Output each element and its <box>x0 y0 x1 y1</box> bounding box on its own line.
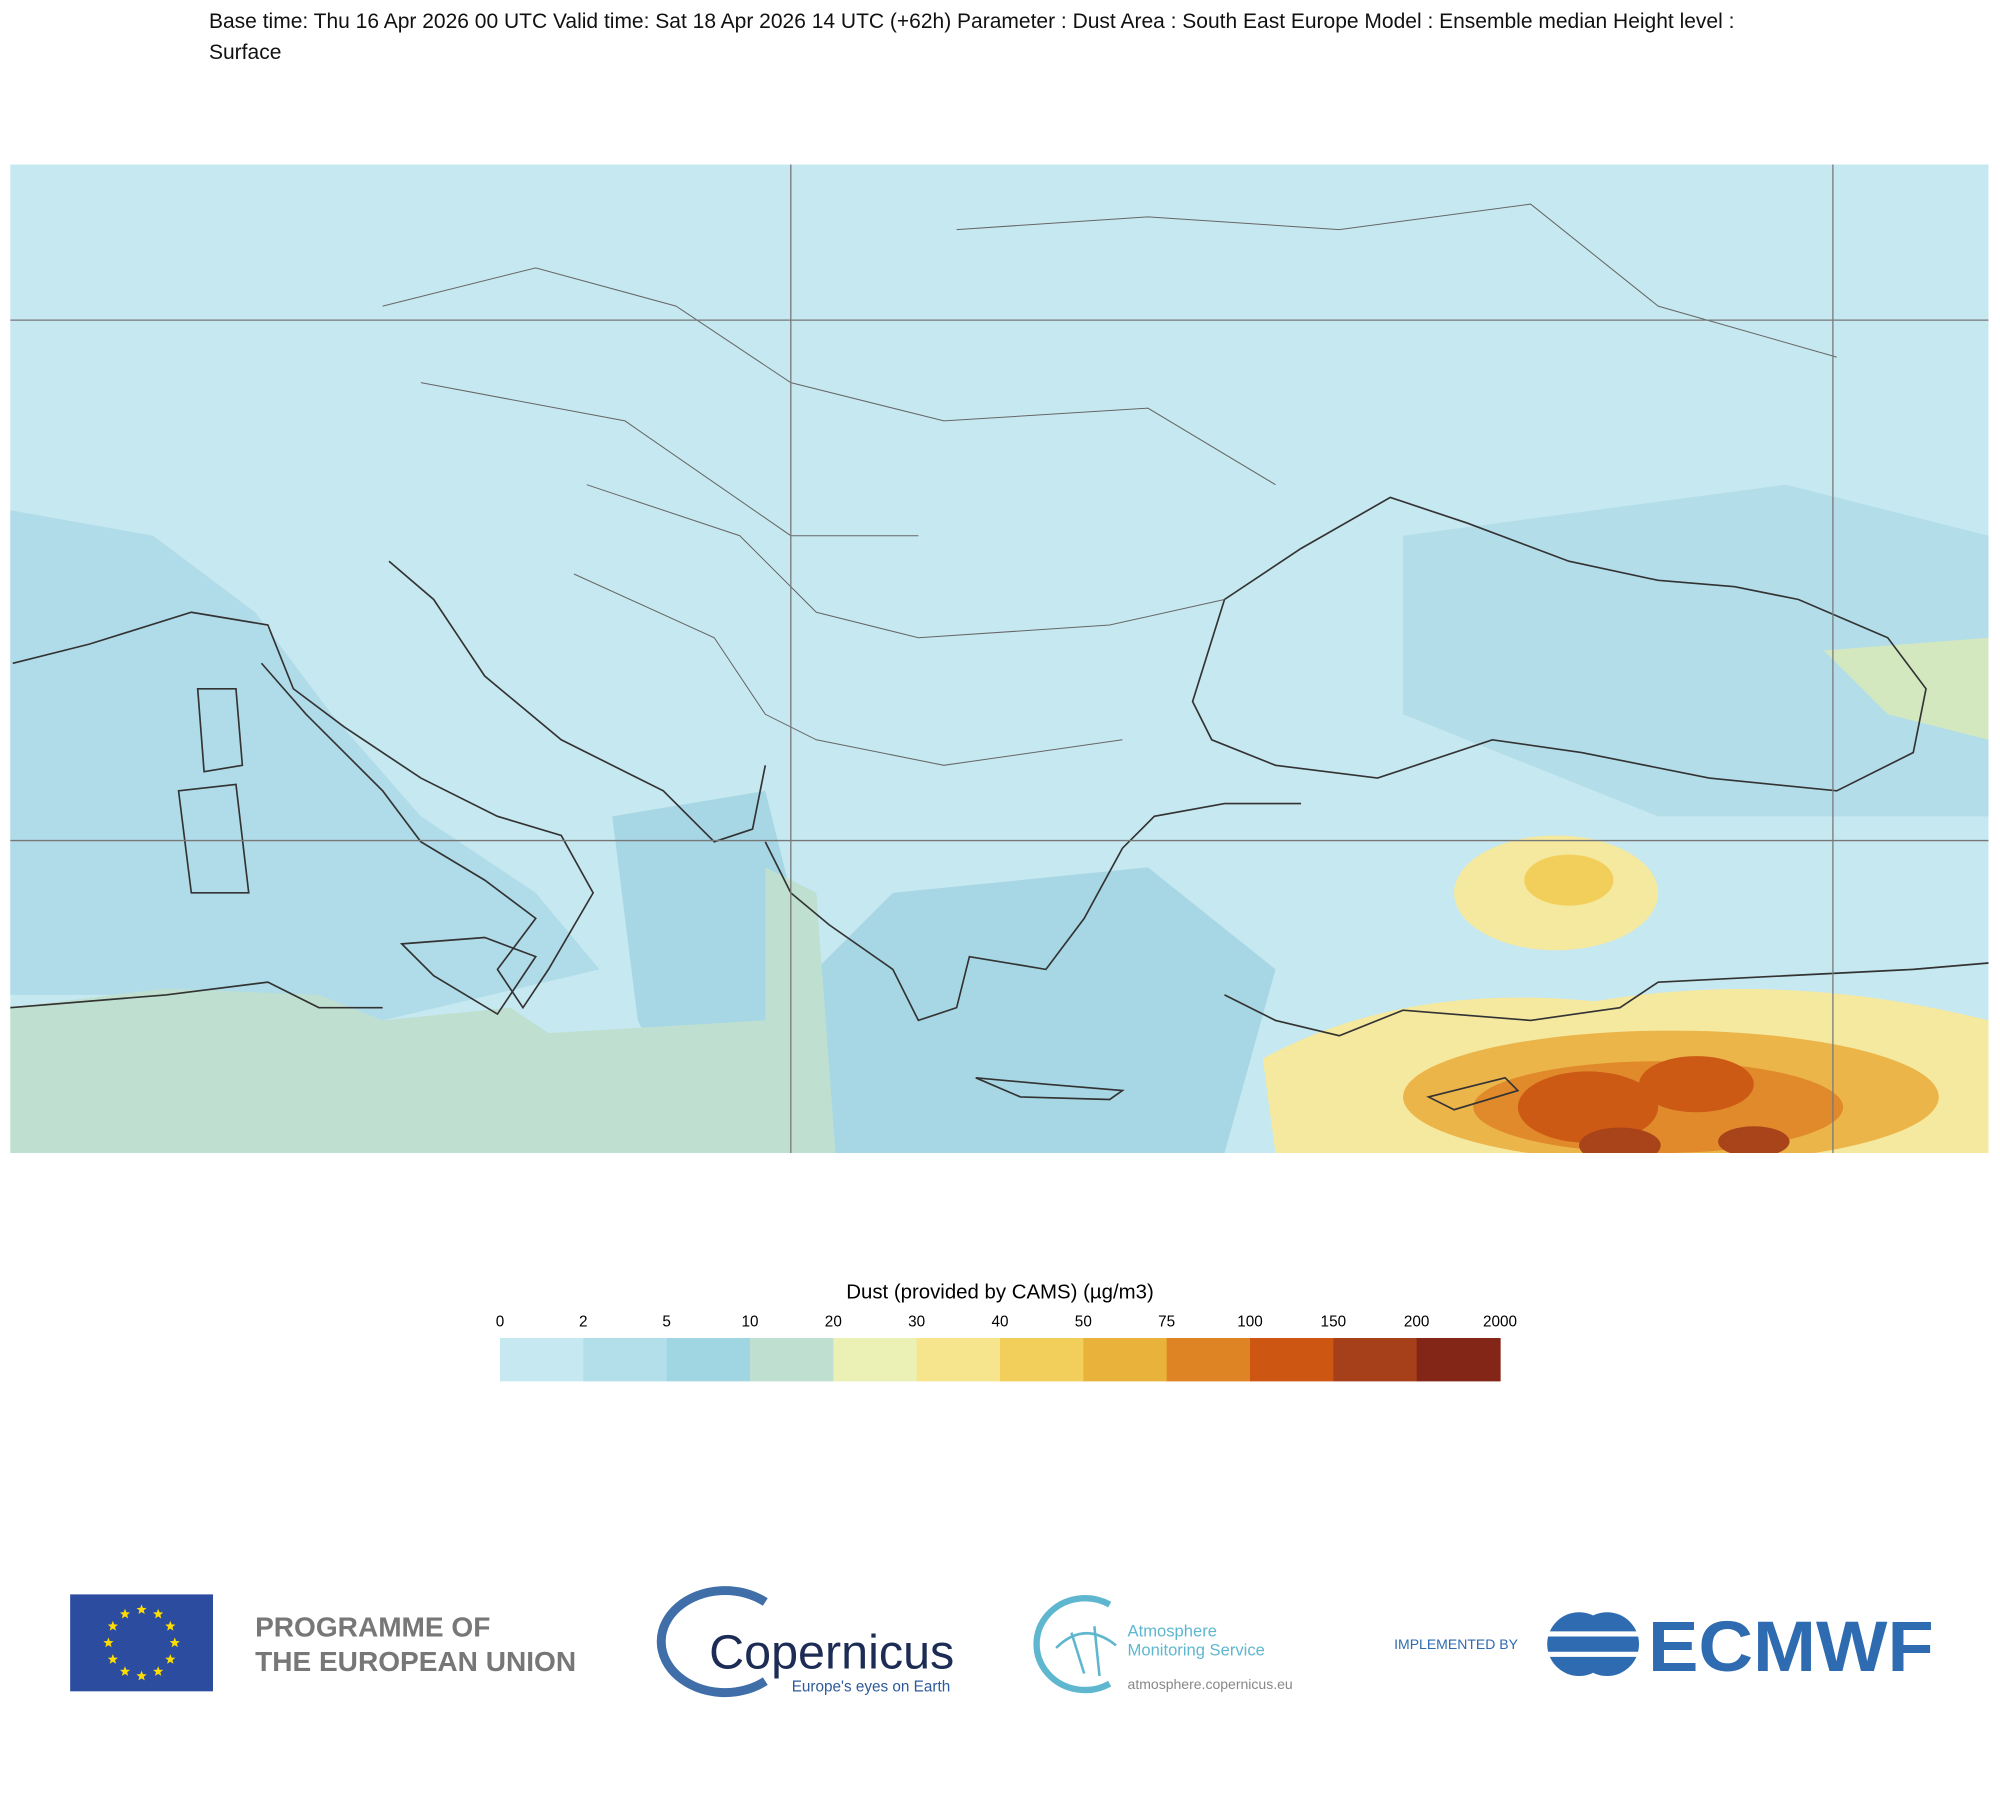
dust-region <box>1517 1071 1659 1143</box>
dust-region <box>1718 1126 1790 1154</box>
colorbar-swatch <box>666 1338 751 1382</box>
cams-name: Monitoring Service <box>1128 1641 1265 1660</box>
coastline <box>12 611 595 1010</box>
ecmwf-name: ECMWF <box>1648 1607 1934 1687</box>
eu-star <box>153 1608 164 1619</box>
ecmwf-symbol <box>1547 1631 1640 1657</box>
colorbar-tick-label: 20 <box>825 1314 842 1331</box>
colorbar-swatch <box>833 1338 918 1382</box>
colorbar-swatch <box>1083 1338 1168 1382</box>
colorbar-tick-label: 5 <box>662 1314 671 1331</box>
colorbar-swatch <box>583 1338 668 1382</box>
eu-star <box>165 1620 176 1631</box>
colorbar-tick-label: 30 <box>908 1314 925 1331</box>
eu-text: PROGRAMME OF <box>255 1611 490 1642</box>
coastline <box>1191 496 1927 792</box>
eu-star <box>153 1666 164 1676</box>
coastline <box>388 560 1302 1022</box>
eu-stars <box>103 1604 180 1681</box>
colorbar-tick-label: 2000 <box>1483 1314 1517 1331</box>
eu-star <box>165 1654 176 1664</box>
map <box>10 164 1989 1154</box>
dust-region <box>1823 637 1989 740</box>
dust-region <box>1579 1127 1661 1154</box>
colorbar-swatch <box>1000 1338 1084 1382</box>
colorbar-swatch <box>750 1338 834 1382</box>
dust-region <box>765 867 836 1154</box>
dust-region <box>1403 484 1989 817</box>
colorbar-swatch <box>1416 1338 1501 1382</box>
ecmwf-symbol <box>1575 1612 1640 1677</box>
cams-name: Atmosphere <box>1128 1621 1217 1640</box>
map-title: Base time: Thu 16 Apr 2026 00 UTC Valid … <box>209 10 1735 64</box>
colorbar-tick-label: 100 <box>1237 1314 1263 1331</box>
colorbar-swatch <box>916 1338 1001 1382</box>
eu-star <box>107 1620 118 1631</box>
eu-star <box>103 1637 114 1648</box>
dust-region <box>10 988 766 1154</box>
ecmwf-prefix: IMPLEMENTED BY <box>1394 1636 1518 1652</box>
colorbar-swatch <box>500 1338 584 1382</box>
copernicus-tagline: Europe's eyes on Earth <box>792 1678 951 1695</box>
eu-star <box>119 1666 131 1676</box>
coastline <box>10 962 1989 1037</box>
eu-star <box>136 1604 147 1615</box>
colorbar-tick-label: 50 <box>1075 1314 1092 1331</box>
copernicus-name: Copernicus <box>709 1625 954 1679</box>
eu-star <box>107 1654 118 1664</box>
colorbar-swatch <box>1250 1338 1334 1382</box>
eu-star <box>136 1670 147 1681</box>
colorbar-tick-label: 40 <box>991 1314 1008 1331</box>
eu-star <box>119 1608 131 1619</box>
dust-region <box>1524 854 1614 906</box>
cams-logo <box>1033 1595 1112 1694</box>
dust-region <box>1639 1056 1754 1113</box>
colorbar-tick-label: 2 <box>579 1314 588 1331</box>
colorbar-tick-label: 10 <box>741 1314 758 1331</box>
colorbar-swatch <box>1166 1338 1251 1382</box>
eu-text: THE EUROPEAN UNION <box>255 1646 576 1677</box>
coastline <box>177 687 1520 1111</box>
colorbar-swatch <box>1333 1338 1418 1382</box>
eu-star <box>169 1637 180 1648</box>
colorbar-tick-label: 0 <box>496 1314 505 1331</box>
colorbar: 0 2 5 10 20 30 40 50 75 100 150 200 2000 <box>496 1314 1517 1382</box>
cams-url: atmosphere.copernicus.eu <box>1128 1676 1293 1692</box>
dust-region <box>10 510 600 1021</box>
cams-logo <box>1055 1626 1117 1677</box>
colorbar-title: Dust (provided by CAMS) (µg/m3) <box>846 1281 1153 1303</box>
footer: PROGRAMME OF THE EUROPEAN UNION Copernic… <box>70 1586 1934 1698</box>
colorbar-tick-label: 150 <box>1321 1314 1347 1331</box>
colorbar-tick-label: 75 <box>1158 1314 1175 1331</box>
colorbar-tick-label: 200 <box>1404 1314 1430 1331</box>
dust-region <box>816 867 1276 1154</box>
copernicus-arc <box>656 1586 768 1698</box>
